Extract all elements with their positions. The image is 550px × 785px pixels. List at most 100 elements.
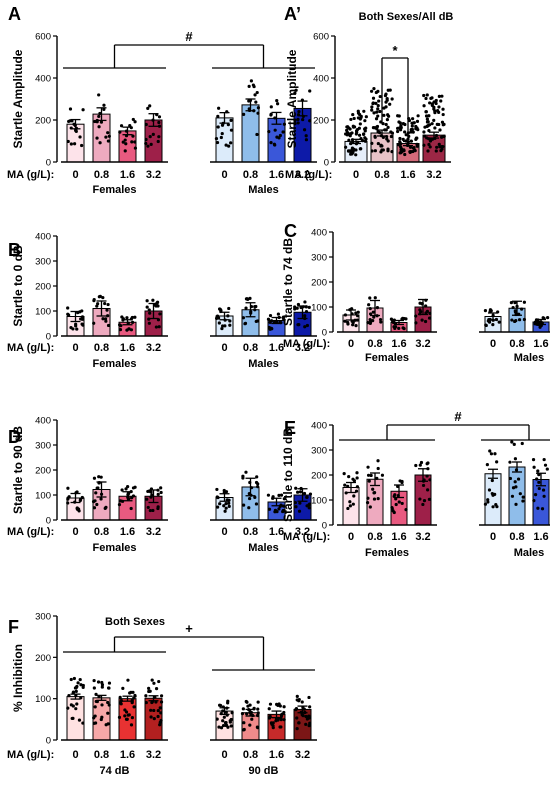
- panel-letter: A: [8, 4, 21, 24]
- y-tick-label: 400: [35, 74, 51, 85]
- data-point: [246, 297, 250, 302]
- data-point: [256, 485, 260, 489]
- y-tick-label: 0: [322, 521, 327, 532]
- data-point: [516, 477, 521, 481]
- data-point: [532, 465, 536, 469]
- data-point: [300, 700, 304, 704]
- data-point: [255, 713, 260, 718]
- data-point: [487, 488, 492, 492]
- data-point: [404, 133, 408, 137]
- data-point: [157, 325, 161, 329]
- data-point: [396, 129, 400, 134]
- data-point: [438, 128, 442, 132]
- data-point: [227, 306, 231, 311]
- data-point: [129, 506, 133, 511]
- data-point: [415, 119, 420, 123]
- y-tick-label: 300: [35, 441, 51, 452]
- y-tick-label: 600: [313, 32, 329, 43]
- data-point: [368, 320, 373, 324]
- data-point: [352, 116, 356, 121]
- data-point: [221, 723, 226, 728]
- data-point: [126, 678, 130, 682]
- data-point: [297, 322, 301, 327]
- category-label: 1.6: [120, 169, 135, 181]
- panel-f: F Both Sexes 0 100 200 300 % Inhibition MA (g/L…: [7, 612, 317, 777]
- data-point: [253, 305, 257, 309]
- data-point: [415, 136, 419, 140]
- data-point: [106, 700, 110, 705]
- data-point: [295, 698, 299, 702]
- data-point: [344, 145, 348, 149]
- data-point: [535, 477, 539, 481]
- category-label: 3.2: [146, 342, 161, 354]
- category-label: 3.2: [295, 749, 310, 761]
- data-point: [348, 134, 352, 138]
- data-point: [66, 706, 70, 710]
- data-point: [256, 700, 260, 704]
- data-point: [148, 689, 152, 693]
- data-point: [426, 123, 430, 128]
- category-label: 1.6: [533, 531, 548, 543]
- data-point: [224, 723, 229, 727]
- data-point: [293, 307, 297, 311]
- data-point: [80, 495, 84, 500]
- data-point: [369, 473, 373, 478]
- y-tick-label: 300: [311, 446, 327, 457]
- y-tick-label: 300: [35, 257, 51, 268]
- data-point: [154, 325, 158, 329]
- data-point: [537, 480, 541, 484]
- data-point: [411, 149, 415, 154]
- data-point: [371, 96, 376, 100]
- data-point: [75, 684, 79, 689]
- data-point: [422, 134, 427, 138]
- data-point: [308, 721, 312, 725]
- data-point: [351, 323, 355, 327]
- data-point: [513, 480, 517, 484]
- data-point: [422, 130, 426, 134]
- data-point: [422, 499, 427, 503]
- data-point: [275, 99, 279, 103]
- data-point: [156, 714, 160, 719]
- data-point: [148, 135, 152, 139]
- data-point: [308, 119, 312, 123]
- data-point: [537, 486, 541, 491]
- data-point: [376, 459, 380, 463]
- data-point: [216, 125, 220, 129]
- data-point: [308, 492, 313, 496]
- data-point: [429, 96, 433, 101]
- category-label: 0.8: [243, 169, 258, 181]
- data-point: [437, 142, 441, 146]
- data-point: [494, 503, 498, 507]
- data-point: [344, 132, 348, 136]
- data-point: [158, 720, 162, 724]
- data-point: [305, 323, 309, 328]
- data-point: [421, 483, 426, 488]
- data-point: [72, 142, 77, 146]
- category-label: 0: [348, 338, 354, 350]
- data-point: [414, 314, 418, 318]
- data-point: [402, 316, 406, 321]
- category-label: 1.6: [533, 338, 548, 350]
- category-label: 3.2: [415, 531, 430, 543]
- category-label: 0: [490, 338, 496, 350]
- data-point: [365, 500, 370, 505]
- data-point: [279, 725, 283, 729]
- data-point: [366, 473, 371, 477]
- sig-symbol: #: [185, 29, 193, 44]
- data-point: [255, 90, 259, 95]
- data-point: [389, 130, 393, 134]
- group-label: Females: [92, 184, 136, 196]
- data-point: [397, 120, 401, 124]
- category-label: 0: [72, 749, 78, 761]
- data-point: [520, 307, 524, 311]
- data-point: [79, 683, 83, 687]
- data-point: [124, 710, 129, 714]
- data-point: [78, 135, 82, 139]
- data-point: [267, 707, 271, 711]
- data-point: [156, 304, 160, 308]
- data-point: [379, 320, 383, 324]
- data-point: [106, 131, 110, 135]
- data-point: [435, 122, 439, 127]
- data-point: [293, 91, 297, 95]
